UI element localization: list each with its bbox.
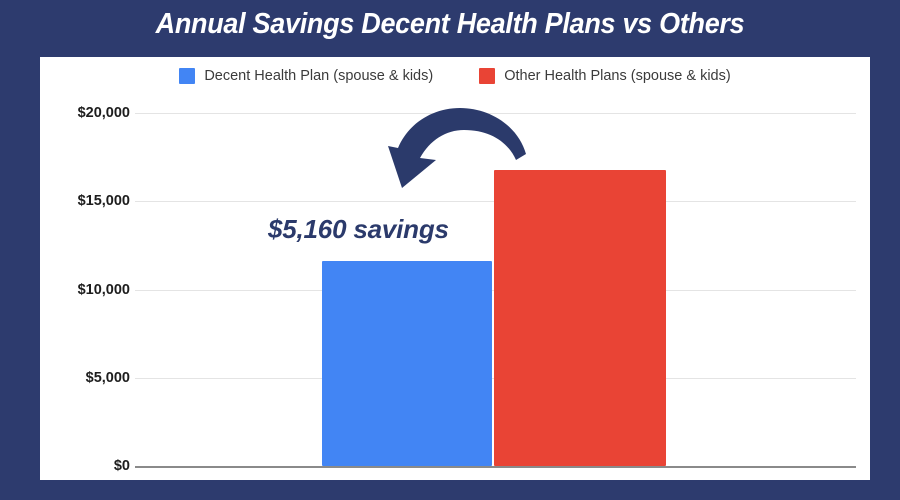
- plot-area: $20,000 $15,000 $10,000 $5,000 $0 $5,160…: [40, 57, 870, 480]
- legend-label-other-health-plans: Other Health Plans (spouse & kids): [504, 68, 731, 84]
- legend-label-decent-health-plan: Decent Health Plan (spouse & kids): [204, 68, 434, 84]
- chart-card: Decent Health Plan (spouse & kids) Other…: [40, 57, 870, 480]
- page-title: Annual Savings Decent Health Plans vs Ot…: [155, 8, 745, 40]
- curved-down-left-arrow-icon: [388, 108, 526, 188]
- chart-legend: Decent Health Plan (spouse & kids) Other…: [40, 68, 870, 84]
- legend-swatch-red: [479, 68, 496, 84]
- legend-swatch-blue: [179, 68, 196, 84]
- legend-item-decent-health-plan[interactable]: Decent Health Plan (spouse & kids): [179, 68, 433, 84]
- gridline-20000: [135, 113, 856, 114]
- bar-other-health-plans[interactable]: [494, 169, 666, 466]
- ytick-label-0: $0: [113, 458, 130, 474]
- savings-annotation-label: $5,160 savings: [268, 214, 449, 244]
- ytick-label-5000: $5,000: [85, 370, 130, 386]
- ytick-label-20000: $20,000: [77, 105, 130, 121]
- legend-item-other-health-plans[interactable]: Other Health Plans (spouse & kids): [479, 68, 731, 84]
- axis-baseline-0: [135, 466, 856, 468]
- ytick-label-10000: $10,000: [77, 282, 130, 298]
- bar-decent-health-plan[interactable]: [322, 260, 492, 466]
- ytick-label-15000: $15,000: [77, 193, 130, 209]
